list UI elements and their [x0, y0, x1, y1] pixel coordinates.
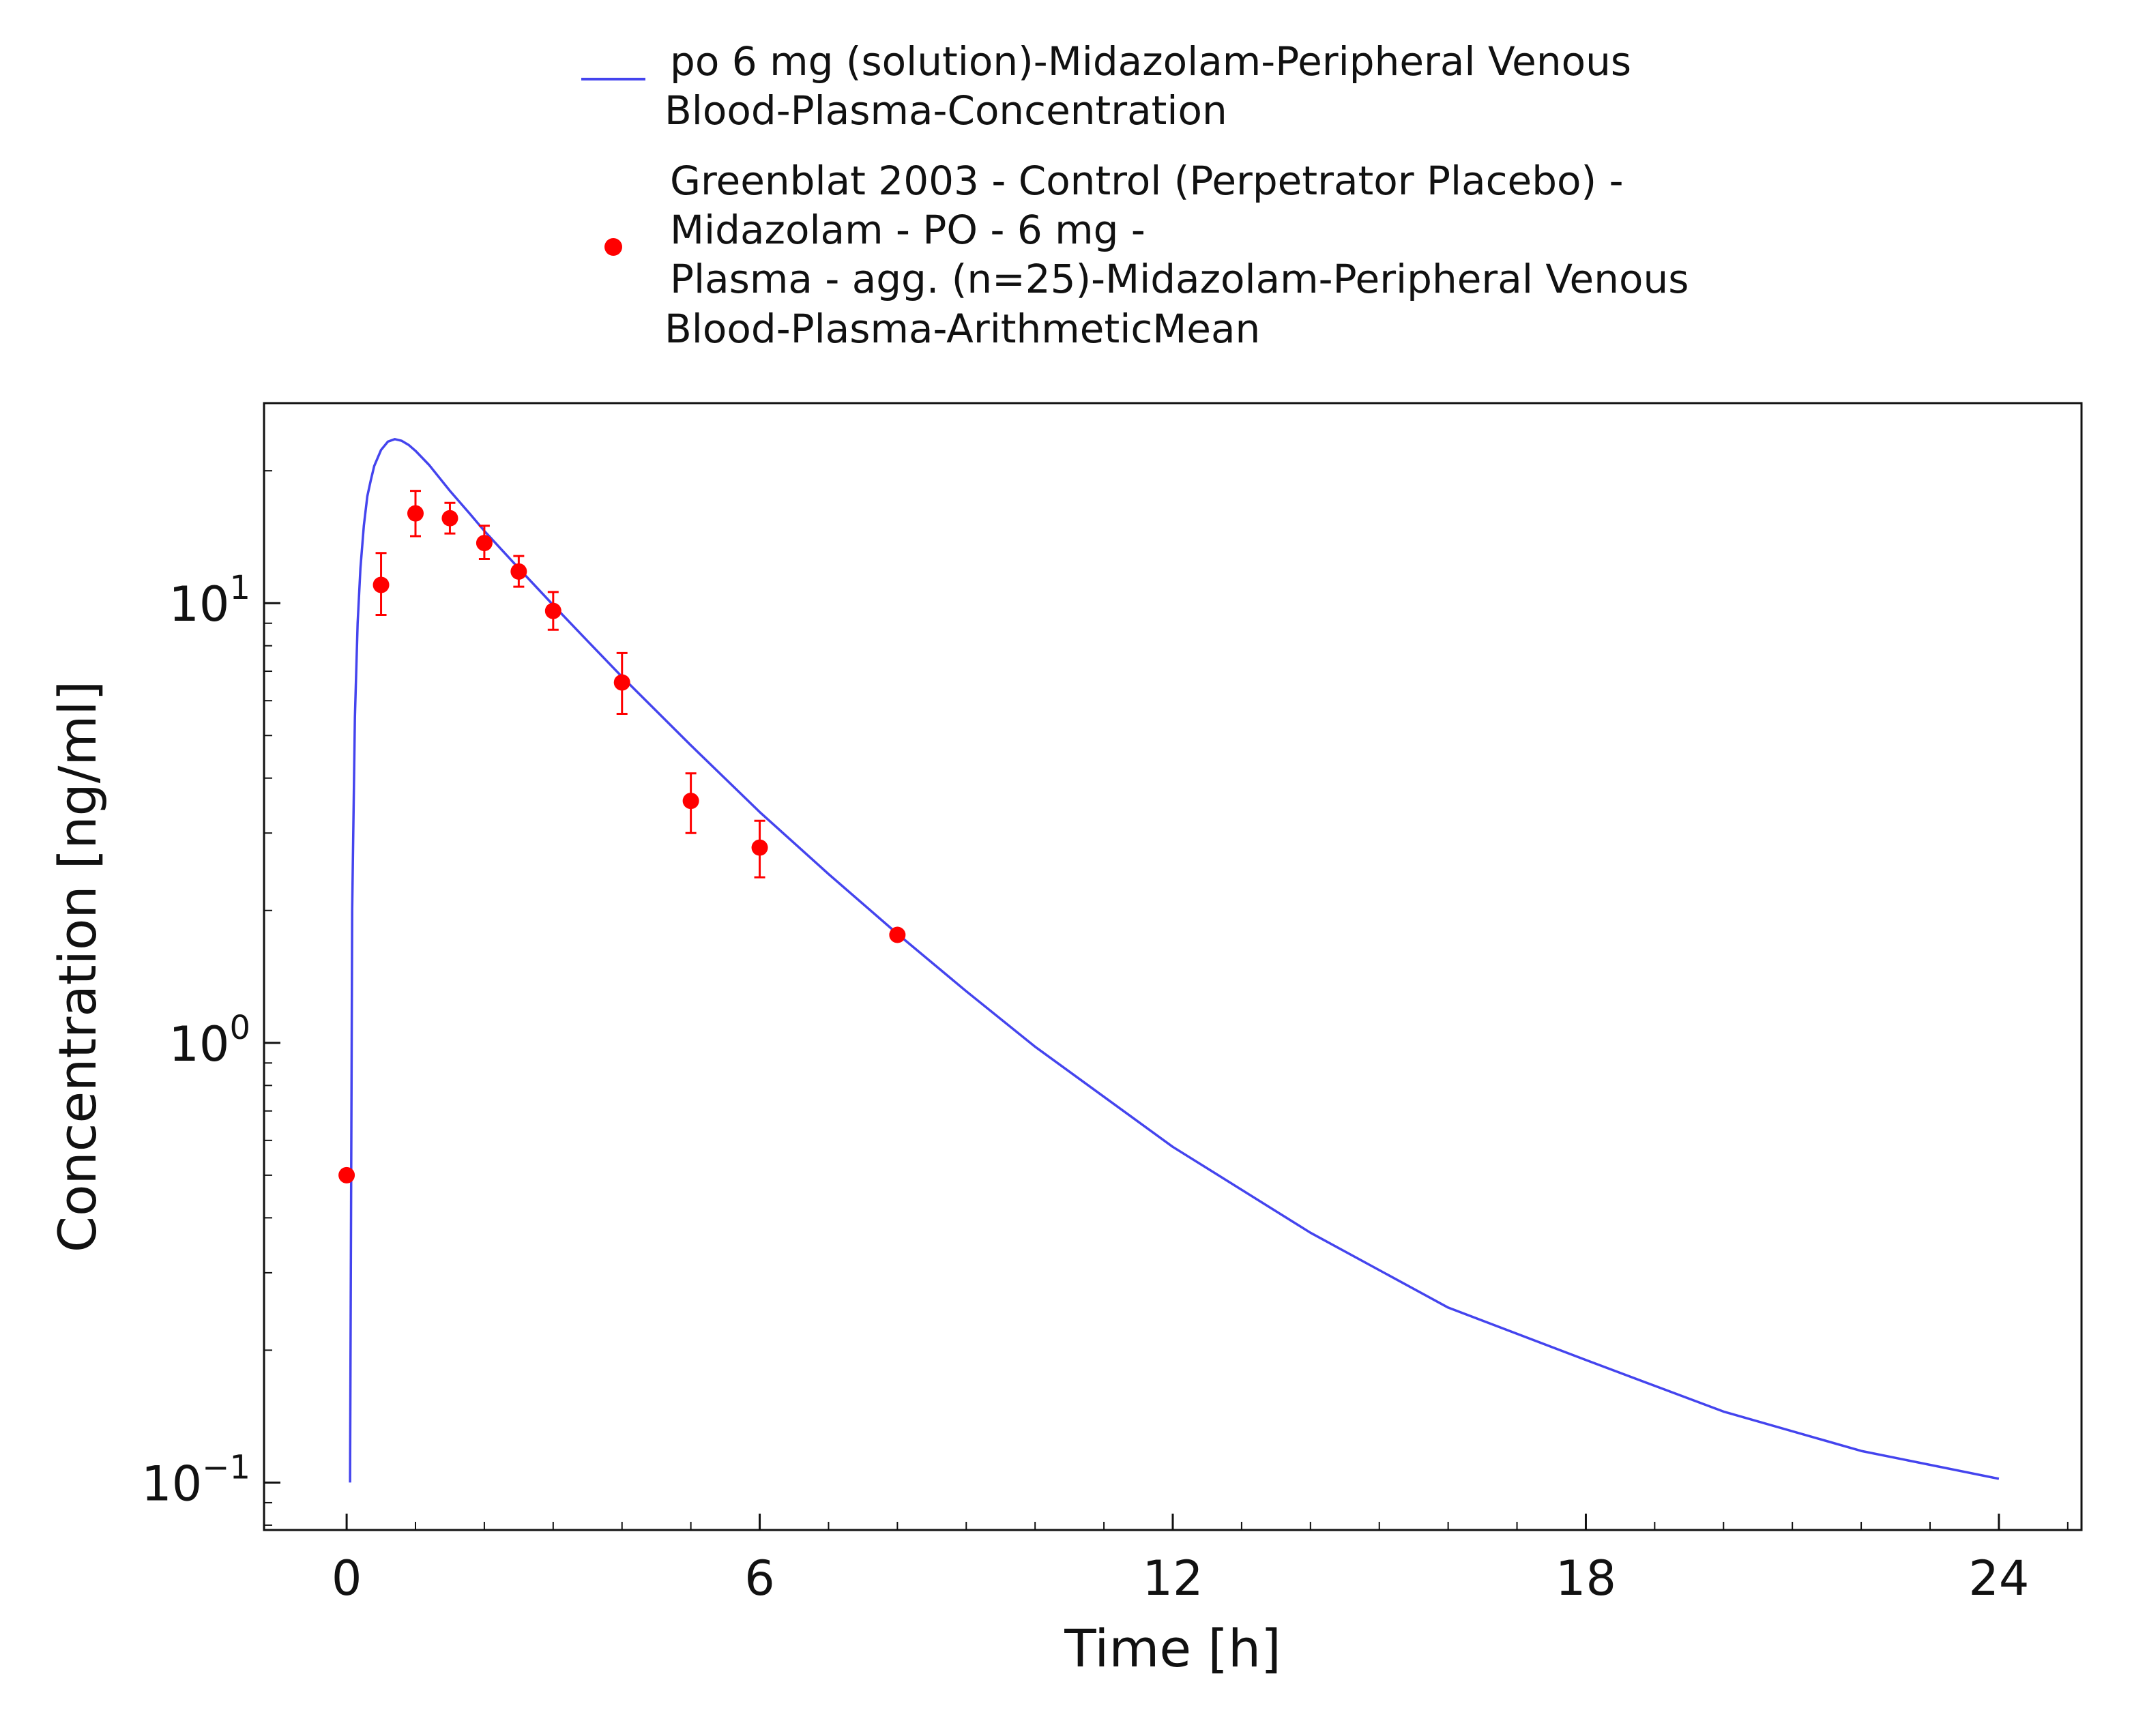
- observed-point: [889, 926, 906, 943]
- observed-point: [373, 576, 390, 593]
- legend: po 6 mg (solution)-Midazolam-Peripheral …: [581, 38, 1689, 352]
- legend-marker-text-1: Greenblat 2003 - Control (Perpetrator Pl…: [670, 158, 1624, 204]
- observed-point: [441, 510, 458, 527]
- legend-marker-text-4: Blood-Plasma-ArithmeticMean: [665, 306, 1260, 352]
- observed-point: [338, 1166, 355, 1183]
- legend-line-text-1: po 6 mg (solution)-Midazolam-Peripheral …: [670, 38, 1631, 85]
- y-tick-label: 100: [169, 1009, 250, 1072]
- y-tick-label: 10−1: [141, 1448, 250, 1512]
- x-tick-label: 0: [332, 1550, 362, 1606]
- observed-point: [407, 505, 424, 522]
- observed-series: [338, 490, 906, 1183]
- x-tick-label: 18: [1556, 1550, 1616, 1606]
- observed-point: [476, 535, 493, 552]
- observed-point: [613, 674, 630, 691]
- legend-marker-text-2: Midazolam - PO - 6 mg -: [670, 207, 1145, 253]
- observed-point: [510, 563, 527, 580]
- simulation-series: [349, 438, 2000, 1483]
- legend-marker-text-3: Plasma - agg. (n=25)-Midazolam-Periphera…: [670, 256, 1689, 302]
- simulation-line: [349, 438, 2000, 1483]
- x-axis-label: Time [h]: [1064, 1618, 1281, 1679]
- observed-point: [544, 602, 561, 619]
- x-tick-label: 6: [744, 1550, 775, 1606]
- y-axis-label: Concentration [ng/ml]: [47, 681, 108, 1252]
- x-tick-label: 12: [1142, 1550, 1203, 1606]
- y-axis: 10−1 100 101: [141, 470, 280, 1526]
- x-axis: 0 6 12 18 24: [332, 1514, 2069, 1606]
- y-tick-label: 101: [169, 569, 250, 632]
- legend-line-text-2: Blood-Plasma-Concentration: [665, 87, 1227, 134]
- x-tick-label: 24: [1968, 1550, 2029, 1606]
- observed-point: [751, 839, 768, 856]
- observed-point: [682, 793, 699, 810]
- legend-marker-swatch: [604, 238, 622, 256]
